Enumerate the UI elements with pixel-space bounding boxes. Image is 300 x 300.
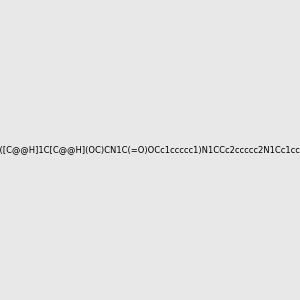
Text: O=C([C@@H]1C[C@@H](OC)CN1C(=O)OCc1ccccc1)N1CCc2ccccc2N1Cc1ccccc1: O=C([C@@H]1C[C@@H](OC)CN1C(=O)OCc1ccccc1…	[0, 146, 300, 154]
